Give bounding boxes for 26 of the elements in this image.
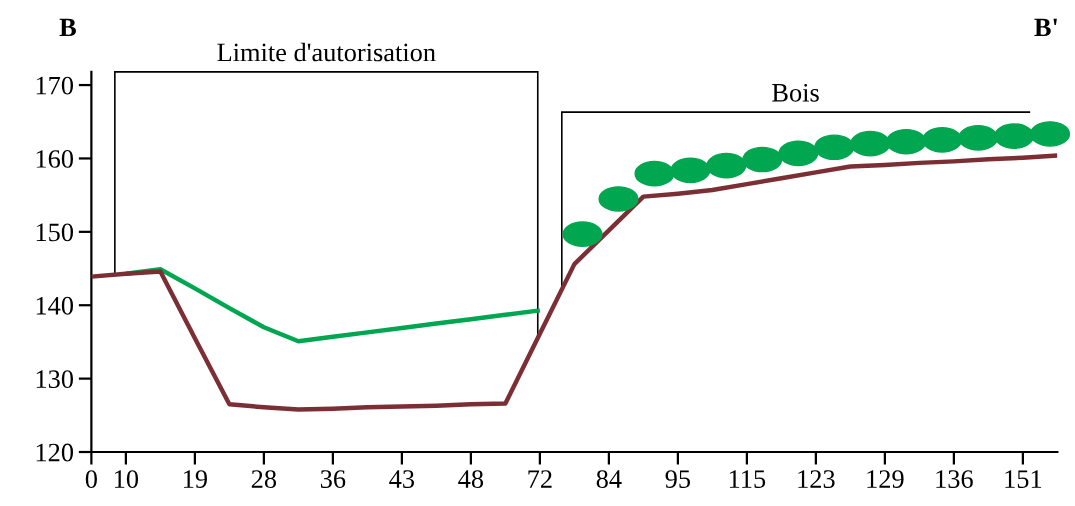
x-tick-label: 28 [251,470,277,488]
x-tick-label: 72 [528,470,552,488]
x-tick-label: 48 [458,470,484,488]
y-tick-label: 170 [36,76,74,95]
y-tick-label: 140 [36,296,74,315]
x-tick-label: 129 [867,470,904,488]
y-tick-label: 150 [36,223,74,242]
x-tick-label: 36 [320,470,346,488]
x-tick-label: 123 [798,470,835,488]
annotation: Bois [772,83,819,102]
x-tick-label: 43 [389,470,415,488]
text: B [59,18,76,37]
x-tick-label: 136 [936,470,973,488]
x-tick-label: 151 [1005,470,1042,488]
y-tick-label: 130 [36,370,74,389]
x-tick-label: 84 [596,470,622,488]
text: Limite d'autorisation [217,42,436,62]
x-tick-label: 115 [729,470,766,488]
x-tick-label: 0 [85,470,97,488]
line-series [91,153,1058,412]
text: B' [1034,18,1057,37]
x-tick-label: 19 [184,470,207,488]
y-tick-label: 120 [36,443,74,462]
y-tick-label: 160 [36,150,74,168]
x-tick-label: 95 [665,470,691,488]
x-tick-label: 10 [115,470,139,488]
